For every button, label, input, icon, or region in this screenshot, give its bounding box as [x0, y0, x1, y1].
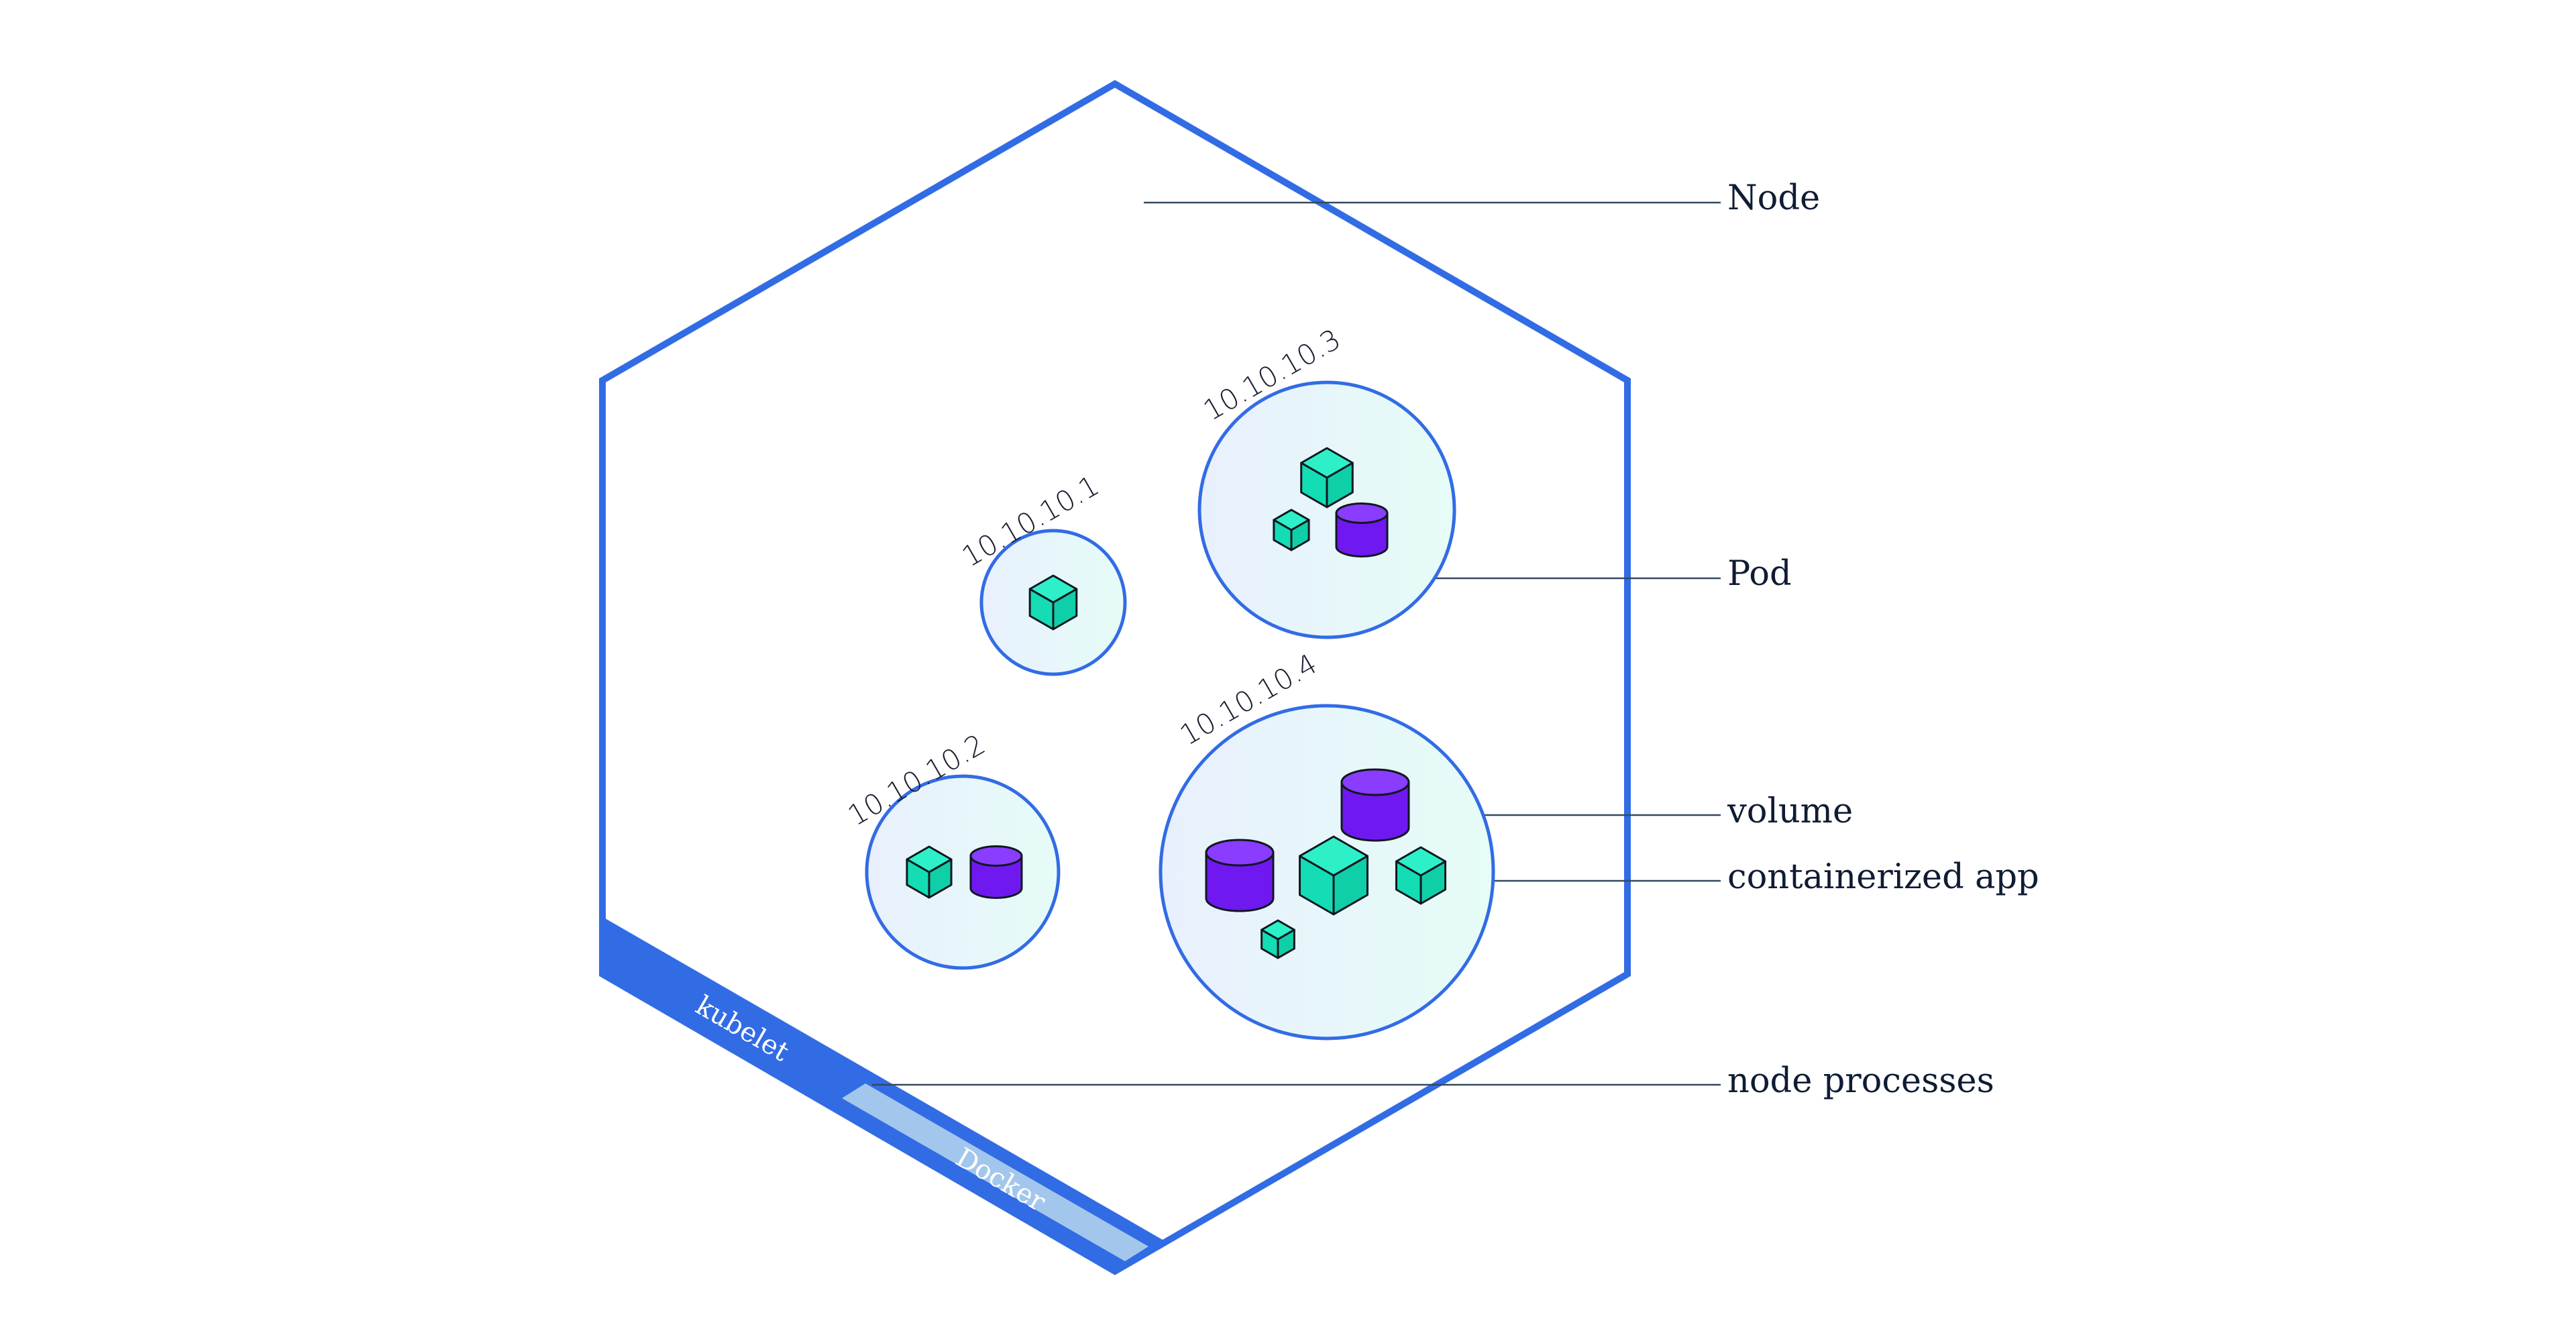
volume-icon [1335, 502, 1389, 557]
pod-label: Pod [1727, 554, 1792, 594]
node-processes-label: node processes [1727, 1061, 1994, 1101]
container-icon [1300, 447, 1354, 509]
docker-band [842, 1083, 1148, 1261]
pod-contents [906, 447, 1447, 959]
pod-circle-2 [865, 774, 1061, 970]
volume-icon [969, 845, 1023, 899]
pod-circle-3 [1197, 380, 1456, 639]
container-icon [1299, 835, 1368, 916]
volume-label: volume [1727, 792, 1853, 831]
container-icon [1395, 846, 1447, 905]
container-icon [1260, 919, 1295, 959]
container-icon [1028, 574, 1078, 631]
container-icon [906, 845, 953, 899]
volume-icon [1340, 768, 1410, 842]
node-label: Node [1727, 178, 1820, 218]
node-hexagon [599, 80, 1631, 1275]
volume-icon [1205, 839, 1275, 912]
container-icon [1273, 509, 1310, 551]
containerized-app-label: containerized app [1727, 857, 2039, 897]
